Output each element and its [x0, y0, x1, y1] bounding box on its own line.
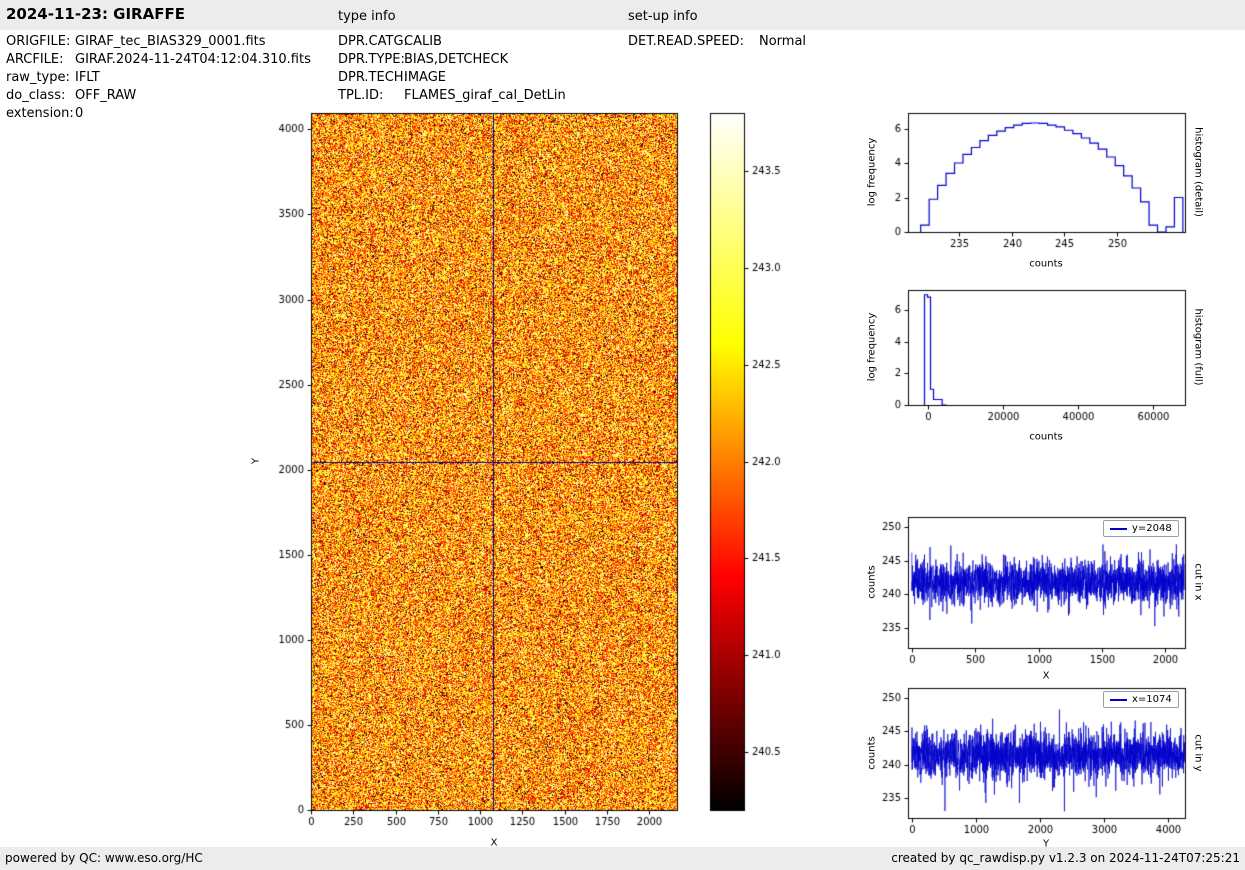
meta-value: CALIB: [404, 33, 442, 50]
meta-value: 0: [75, 105, 83, 122]
meta-row: do_class: OFF_RAW: [6, 87, 311, 104]
meta-label: extension:: [6, 105, 75, 122]
meta-row: DPR.CATG: CALIB: [338, 33, 566, 50]
meta-label: ARCFILE:: [6, 51, 75, 68]
histogram-full-plot: [858, 277, 1245, 435]
cut-in-x-plot: [858, 504, 1245, 676]
legend-cut-x: y=2048: [1103, 520, 1179, 537]
footer-powered-by: powered by QC: www.eso.org/HC: [5, 851, 203, 865]
footer-created-by: created by qc_rawdisp.py v1.2.3 on 2024-…: [891, 851, 1240, 865]
meta-value: Normal: [759, 33, 806, 50]
footer-band: powered by QC: www.eso.org/HC created by…: [0, 847, 1245, 870]
meta-value: GIRAF.2024-11-24T04:12:04.310.fits: [75, 51, 311, 68]
meta-label: DPR.TYPE:: [338, 51, 404, 68]
histogram-detail-plot: [858, 100, 1245, 262]
colorbar: [705, 103, 805, 843]
hist-full-side-label: histogram (full): [1193, 308, 1204, 385]
meta-label: ORIGFILE:: [6, 33, 75, 50]
legend-label: y=2048: [1132, 523, 1172, 534]
hist-detail-ylabel: log frequency: [867, 138, 878, 207]
meta-row: DPR.TECH: IMAGE: [338, 69, 566, 86]
setup-info-block: DET.READ.SPEED: Normal: [628, 33, 806, 51]
type-info-heading: type info: [338, 9, 396, 24]
hist-full-xlabel: counts: [1029, 432, 1062, 443]
cut-y-ylabel: counts: [867, 736, 878, 769]
meta-value: BIAS,DETCHECK: [404, 51, 508, 68]
meta-row: TPL.ID: FLAMES_giraf_cal_DetLin: [338, 87, 566, 104]
hist-detail-side-label: histogram (detail): [1193, 127, 1204, 217]
type-info-block: DPR.CATG: CALIB DPR.TYPE: BIAS,DETCHECK …: [338, 33, 566, 105]
meta-value: GIRAF_tec_BIAS329_0001.fits: [75, 33, 266, 50]
meta-row: DET.READ.SPEED: Normal: [628, 33, 806, 50]
meta-label: do_class:: [6, 87, 75, 104]
meta-label: DPR.CATG:: [338, 33, 404, 50]
cut-x-ylabel: counts: [867, 565, 878, 598]
header-band: 2024-11-23: GIRAFFE type info set-up inf…: [0, 0, 1245, 30]
hist-full-ylabel: log frequency: [867, 313, 878, 382]
setup-info-heading: set-up info: [628, 9, 698, 24]
detector-y-axis-label: Y: [251, 458, 262, 464]
legend-cut-y: x=1074: [1103, 691, 1179, 708]
meta-value: FLAMES_giraf_cal_DetLin: [404, 87, 566, 104]
meta-label: TPL.ID:: [338, 87, 404, 104]
cut-x-side-label: cut in x: [1193, 563, 1204, 600]
cut-in-y-plot: [858, 675, 1245, 847]
detector-image-plot: [260, 103, 701, 843]
legend-line-sample: [1110, 699, 1127, 701]
cut-x-xlabel: X: [1043, 671, 1050, 682]
legend-line-sample: [1110, 528, 1127, 530]
meta-label: DET.READ.SPEED:: [628, 33, 759, 50]
cut-y-side-label: cut in y: [1193, 734, 1204, 771]
meta-row: raw_type: IFLT: [6, 69, 311, 86]
meta-row: ORIGFILE: GIRAF_tec_BIAS329_0001.fits: [6, 33, 311, 50]
meta-value: OFF_RAW: [75, 87, 136, 104]
meta-label: DPR.TECH:: [338, 69, 404, 86]
hist-detail-xlabel: counts: [1029, 259, 1062, 270]
legend-label: x=1074: [1132, 694, 1172, 705]
meta-row: DPR.TYPE: BIAS,DETCHECK: [338, 51, 566, 68]
meta-value: IMAGE: [404, 69, 446, 86]
meta-row: ARCFILE: GIRAF.2024-11-24T04:12:04.310.f…: [6, 51, 311, 68]
meta-value: IFLT: [75, 69, 100, 86]
meta-label: raw_type:: [6, 69, 75, 86]
page-title: 2024-11-23: GIRAFFE: [6, 5, 185, 23]
